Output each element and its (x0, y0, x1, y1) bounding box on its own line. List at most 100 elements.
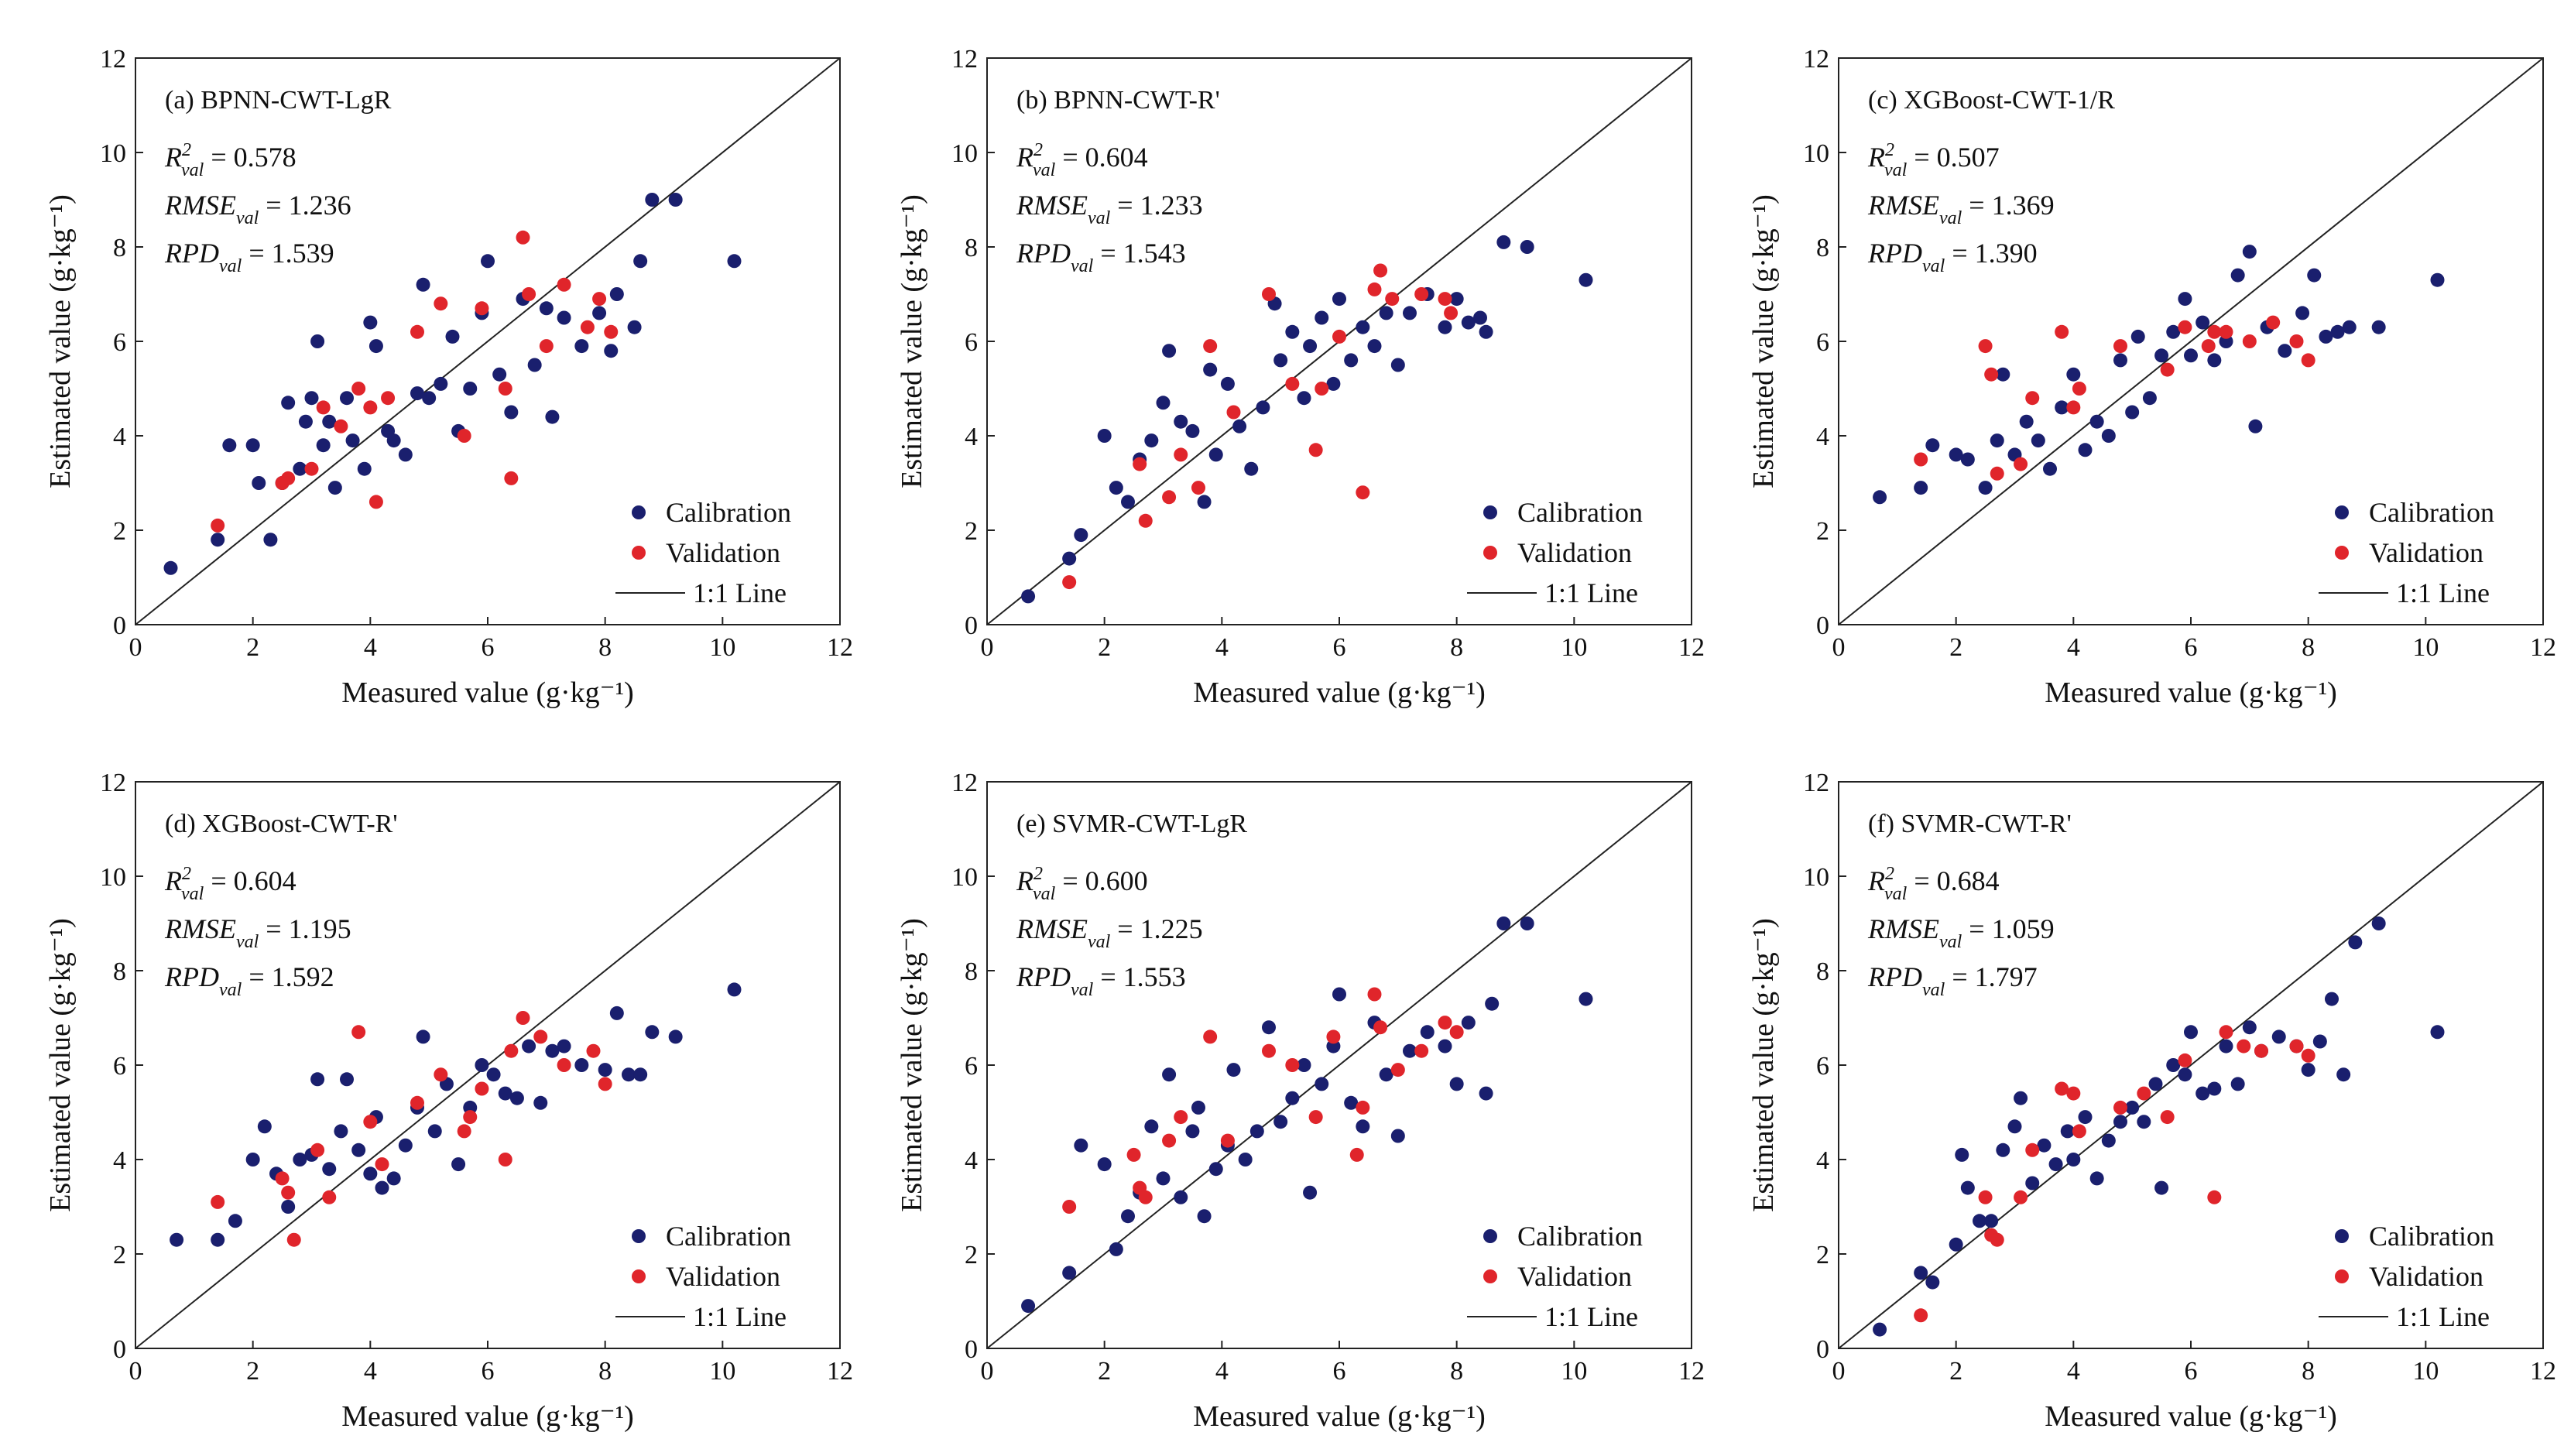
y-tick-label: 4 (1816, 1146, 1829, 1175)
scatter-panel-a: 00 2 2 4 4 6 6 8 8 10 10 12 12 Measured value (g·kg⁻¹… (44, 45, 853, 709)
calibration-point (1379, 1067, 1393, 1082)
calibration-point (1356, 320, 1370, 334)
validation-point (586, 1043, 601, 1058)
validation-point (2055, 1081, 2069, 1096)
stat-rmse: RMSEval = 1.225 (1016, 913, 1203, 952)
calibration-point (522, 1039, 536, 1053)
calibration-point (2137, 1115, 2151, 1129)
y-tick-label: 0 (113, 612, 126, 640)
legend-marker-calibration (632, 505, 646, 519)
x-tick-label: 2 (246, 633, 259, 662)
legend-label-line: 1:1 Line (2396, 1301, 2490, 1332)
x-tick-label: 4 (364, 1357, 377, 1386)
y-tick-label: 8 (113, 958, 126, 986)
legend-marker-validation (1483, 1269, 1497, 1283)
y-tick-label: 2 (113, 517, 126, 546)
validation-point (1390, 1063, 1405, 1077)
calibration-point (2430, 272, 2445, 287)
calibration-point (2055, 400, 2069, 415)
calibration-point (509, 1091, 524, 1105)
y-tick-label: 4 (1816, 423, 1829, 451)
calibration-point (1185, 423, 1200, 438)
calibration-point (2371, 916, 2386, 930)
x-tick-label: 12 (2530, 1357, 2556, 1386)
validation-point (1914, 452, 1928, 467)
y-axis-title: Estimated value (g·kg⁻¹) (44, 194, 77, 488)
calibration-point (1344, 353, 1359, 368)
calibration-point (1297, 391, 1311, 406)
calibration-point (170, 1232, 184, 1247)
y-tick-label: 6 (1816, 328, 1829, 357)
stat-rmse: RMSEval = 1.195 (164, 913, 351, 952)
y-tick-label: 0 (965, 1335, 978, 1364)
legend-label-validation: Validation (666, 537, 780, 568)
calibration-point (574, 1058, 589, 1072)
calibration-point (2019, 414, 2034, 429)
y-tick-label: 6 (965, 328, 978, 357)
x-tick-label: 10 (2412, 1357, 2439, 1386)
validation-point (211, 518, 225, 533)
x-tick-label: 8 (598, 633, 612, 662)
y-tick-label: 6 (965, 1052, 978, 1081)
validation-point (1414, 1043, 1429, 1058)
validation-point (2160, 1110, 2175, 1125)
validation-point (463, 1110, 478, 1125)
stat-rmse: RMSEval = 1.233 (1016, 190, 1203, 228)
validation-point (2207, 324, 2222, 339)
calibration-point (416, 277, 430, 292)
x-tick-label: 12 (827, 1357, 853, 1386)
y-tick-label: 10 (951, 139, 978, 168)
y-tick-label: 0 (113, 1335, 126, 1364)
y-tick-label: 8 (113, 234, 126, 262)
calibration-point (2325, 992, 2339, 1006)
x-tick-label: 6 (2185, 633, 2198, 662)
y-tick-label: 2 (965, 517, 978, 546)
one-to-one-line (986, 781, 1692, 1349)
calibration-point (2043, 461, 2057, 476)
calibration-point (527, 358, 542, 372)
calibration-point (1390, 1129, 1405, 1143)
validation-point (2237, 1039, 2251, 1053)
validation-point (281, 471, 296, 485)
x-tick-label: 2 (246, 1357, 259, 1386)
validation-point (1349, 1147, 1364, 1162)
x-axis-title: Measured value (g·kg⁻¹) (2045, 677, 2337, 709)
stat-rmse: RMSEval = 1.236 (164, 190, 351, 228)
y-axis-title: Estimated value (g·kg⁻¹) (1747, 194, 1780, 488)
validation-point (1978, 1190, 1993, 1204)
calibration-point (1303, 339, 1318, 354)
stat-rpd: RPDval = 1.390 (1867, 238, 2038, 276)
calibration-point (257, 1119, 272, 1134)
calibration-point (2330, 324, 2345, 339)
legend-label-calibration: Calibration (2369, 1221, 2494, 1252)
calibration-point (545, 1043, 560, 1058)
calibration-point (2178, 292, 2192, 307)
stat-rmse: RMSEval = 1.369 (1867, 190, 2055, 228)
stat-r2: R2 val = 0.507 (1867, 140, 2000, 180)
validation-point (557, 1058, 571, 1072)
calibration-point (2154, 1180, 2169, 1195)
calibration-point (1520, 916, 1534, 930)
validation-point (2178, 320, 2192, 334)
validation-point (1138, 1190, 1153, 1204)
scatter-panel-d: 00 2 2 4 4 6 6 8 8 10 10 12 12 Measured value (g·kg⁻¹… (44, 769, 853, 1433)
one-to-one-line (1838, 781, 2544, 1349)
calibration-point (1949, 1237, 1963, 1252)
calibration-point (211, 533, 225, 547)
legend-label-validation: Validation (2369, 1261, 2483, 1292)
calibration-point (1990, 433, 2004, 448)
calibration-point (2037, 1138, 2052, 1153)
validation-point (1262, 1043, 1276, 1058)
calibration-point (386, 1171, 401, 1186)
validation-point (1062, 1200, 1077, 1214)
calibration-point (2060, 1124, 2075, 1139)
validation-point (2289, 334, 2304, 348)
y-tick-label: 4 (965, 423, 978, 451)
calibration-point (1367, 339, 1382, 354)
calibration-point (1303, 1185, 1318, 1200)
x-axis-title: Measured value (g·kg⁻¹) (341, 677, 634, 709)
calibration-point (727, 254, 742, 269)
calibration-point (2078, 1110, 2093, 1125)
calibration-point (1403, 306, 1417, 320)
